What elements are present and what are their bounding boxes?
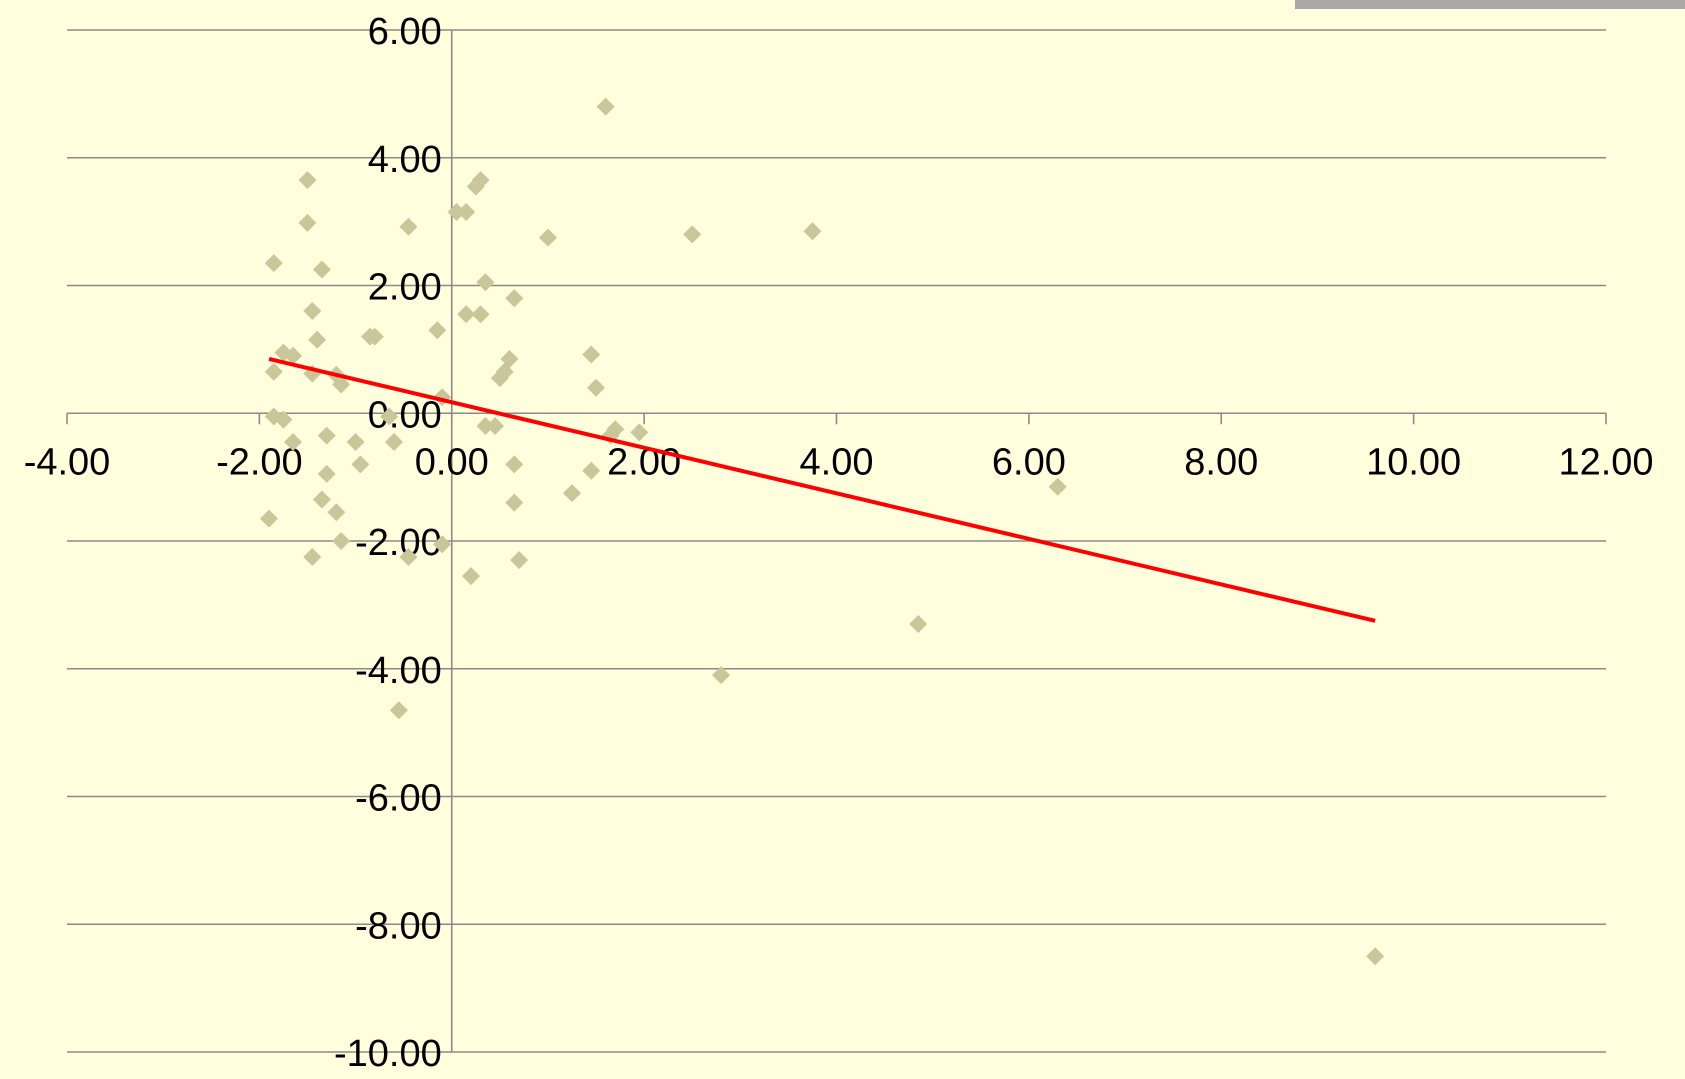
data-point <box>466 177 485 196</box>
data-point <box>505 289 524 308</box>
data-point <box>312 490 331 509</box>
data-point <box>433 535 452 554</box>
axes <box>66 30 1607 1052</box>
data-point <box>587 378 606 397</box>
legend-box <box>1295 0 1685 9</box>
y-tick-label: 2.00 <box>368 267 442 309</box>
x-tick-label: -4.00 <box>24 441 111 483</box>
data-point <box>447 203 466 222</box>
x-tick-label: 8.00 <box>1184 441 1258 483</box>
data-point <box>510 551 529 570</box>
data-point <box>332 375 351 394</box>
data-point <box>284 346 303 365</box>
x-tick-label: 0.00 <box>415 441 489 483</box>
data-point <box>457 305 476 324</box>
data-point <box>486 417 505 436</box>
data-point <box>284 432 303 451</box>
y-tick-label: 0.00 <box>368 394 442 436</box>
data-point <box>461 567 480 586</box>
x-tick-label: -2.00 <box>216 441 303 483</box>
data-point <box>308 330 327 349</box>
data-point <box>399 547 418 566</box>
data-point <box>346 432 365 451</box>
data-point <box>630 423 649 442</box>
y-tick-label: -8.00 <box>355 905 442 947</box>
data-point <box>389 701 408 720</box>
data-point <box>803 222 822 241</box>
gridlines <box>67 29 1606 1053</box>
data-point <box>303 547 322 566</box>
data-point <box>505 493 524 512</box>
data-points <box>259 97 1385 966</box>
data-point <box>1366 947 1385 966</box>
data-point <box>317 426 336 445</box>
tick-labels: -4.00 -2.00 0.00 2.00 4.00 6.00 8.00 10.00 12.00… <box>24 11 1654 1075</box>
data-point <box>327 503 346 522</box>
x-tick-label: 10.00 <box>1366 441 1461 483</box>
data-point <box>712 666 731 685</box>
data-point <box>332 532 351 550</box>
data-point <box>505 455 524 474</box>
data-point <box>490 369 509 388</box>
data-point <box>399 217 418 236</box>
x-tick-label: 4.00 <box>800 441 874 483</box>
data-point <box>264 254 283 273</box>
data-point <box>317 464 336 483</box>
y-tick-label: -2.00 <box>355 522 442 564</box>
data-point <box>428 321 447 340</box>
x-tick-label: 6.00 <box>992 441 1066 483</box>
trendline-group <box>268 357 1376 623</box>
data-point <box>457 203 476 222</box>
y-tick-label: 6.00 <box>368 11 442 53</box>
y-tick-label: -10.00 <box>334 1033 442 1074</box>
data-point <box>303 302 322 321</box>
data-point <box>683 225 702 244</box>
data-point <box>380 407 399 426</box>
data-point <box>360 327 379 346</box>
data-point <box>312 260 331 279</box>
x-tick-label: 12.00 <box>1558 441 1653 483</box>
data-point <box>476 273 495 292</box>
y-tick-label: -6.00 <box>355 778 442 820</box>
y-tick-label: -4.00 <box>355 650 442 692</box>
trendline <box>268 357 1376 623</box>
data-point <box>1048 477 1067 496</box>
data-point <box>385 432 404 451</box>
data-point <box>562 484 581 503</box>
y-tick-label: 4.00 <box>368 139 442 181</box>
data-point <box>298 171 317 190</box>
data-point <box>582 461 601 480</box>
data-point <box>582 345 601 364</box>
data-point <box>538 228 557 247</box>
data-point <box>298 213 317 232</box>
data-point <box>471 305 490 324</box>
data-point <box>476 417 495 436</box>
data-point <box>274 410 293 429</box>
data-point <box>596 97 615 116</box>
data-point <box>351 455 370 474</box>
data-point <box>259 509 278 528</box>
data-point <box>909 615 928 634</box>
data-point <box>264 362 283 381</box>
